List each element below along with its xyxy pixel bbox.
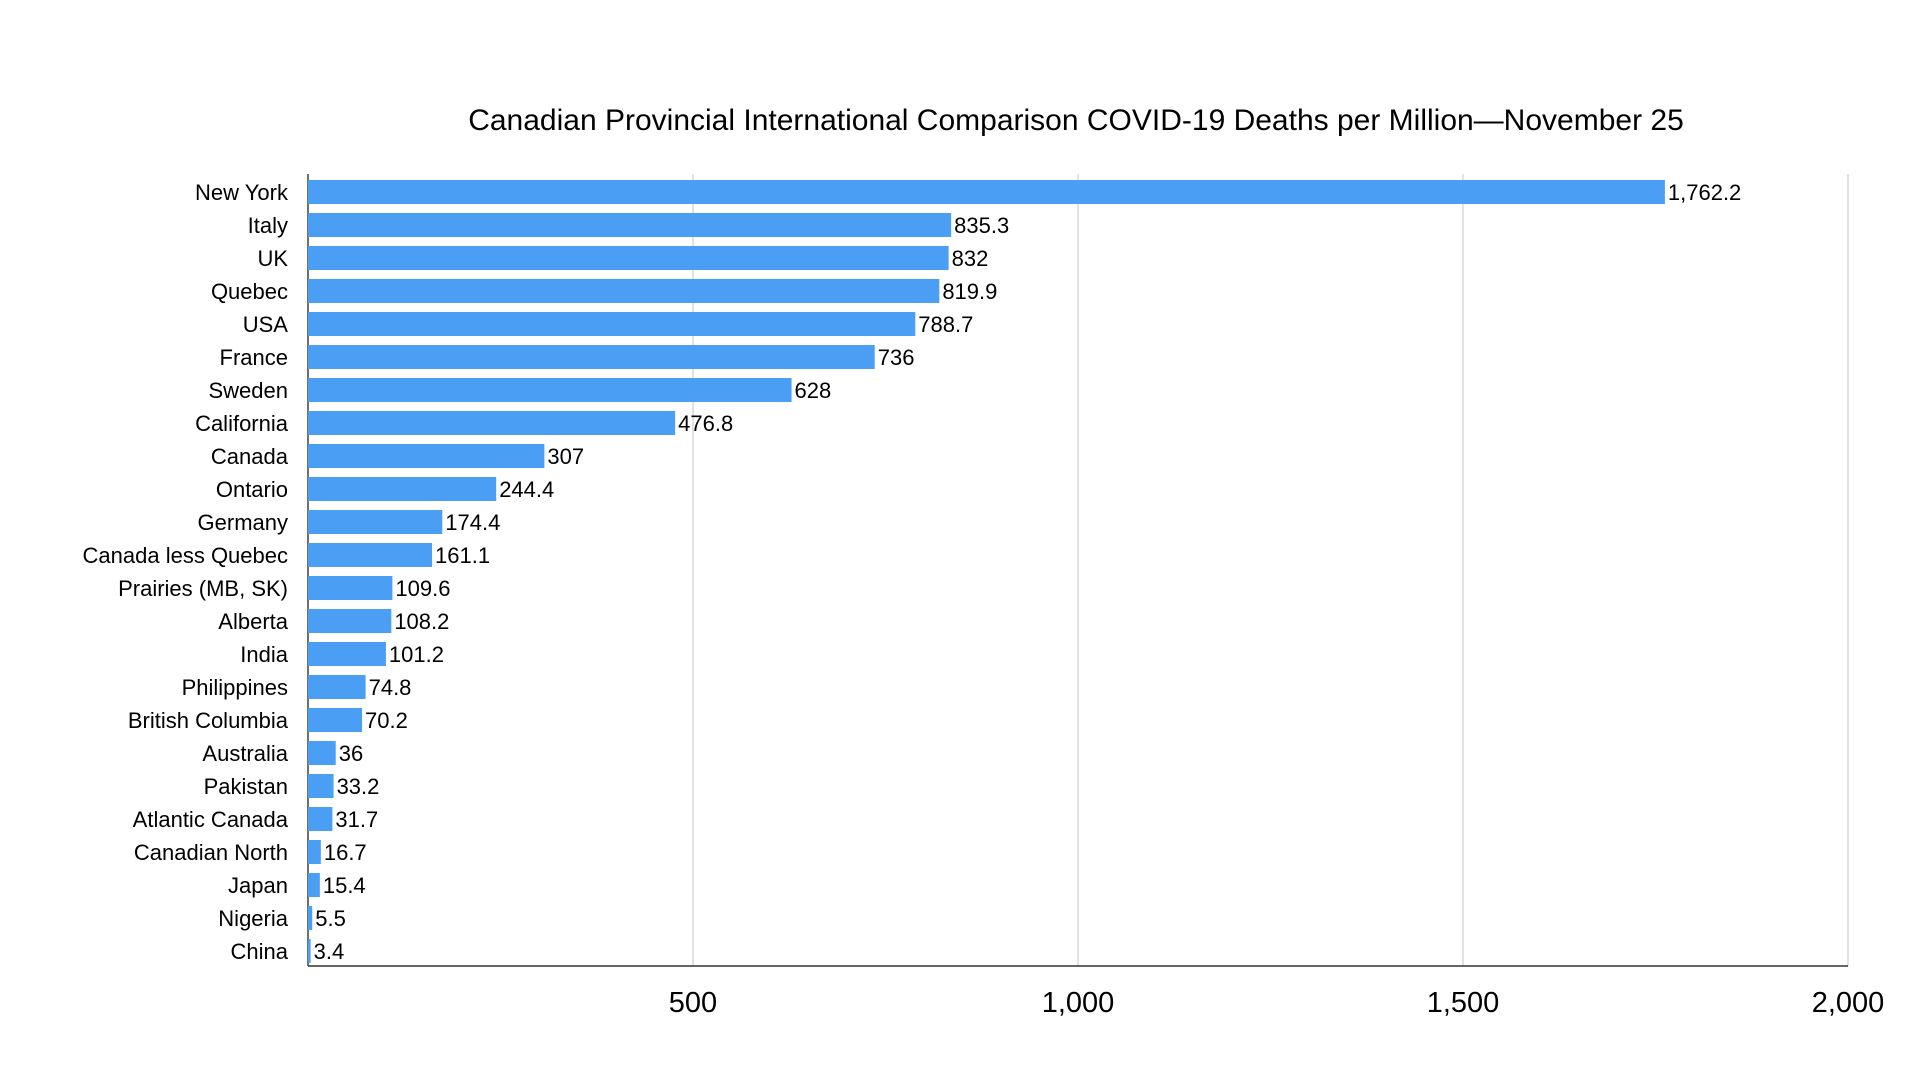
value-label: 476.8 (678, 411, 733, 436)
category-label: Ontario (216, 477, 288, 502)
value-label: 628 (795, 378, 832, 403)
category-label: Nigeria (218, 906, 288, 931)
value-label: 31.7 (335, 807, 378, 832)
bar (308, 543, 433, 567)
value-label: 15.4 (323, 873, 366, 898)
value-label: 835.3 (954, 213, 1009, 238)
value-label: 736 (878, 345, 915, 370)
x-tick-label: 1,000 (1042, 987, 1115, 1019)
category-label: Alberta (218, 609, 288, 634)
gridlines (307, 174, 1849, 967)
bar (308, 708, 363, 732)
x-tick-label: 1,500 (1427, 987, 1500, 1019)
bar (308, 873, 320, 897)
category-label: New York (195, 180, 289, 205)
bar (308, 510, 443, 534)
category-label: India (240, 642, 288, 667)
chart-title: Canadian Provincial International Compar… (468, 104, 1684, 137)
bar (308, 345, 875, 369)
x-tick-label: 2,000 (1812, 987, 1885, 1019)
value-label: 109.6 (395, 576, 450, 601)
bar (308, 840, 321, 864)
bars (308, 180, 1665, 963)
x-tick-label: 500 (669, 987, 717, 1019)
category-label: Japan (228, 873, 288, 898)
category-label: Quebec (211, 279, 288, 304)
category-label: Canada less Quebec (83, 543, 288, 568)
value-label: 108.2 (394, 609, 449, 634)
value-label: 101.2 (389, 642, 444, 667)
category-labels: New York Italy UK Quebec USA France Sweden Cali… (83, 180, 289, 964)
category-label: Canadian North (134, 840, 288, 865)
value-label: 1,762.2 (1668, 180, 1741, 205)
category-label: Atlantic Canada (133, 807, 289, 832)
bar (308, 807, 333, 831)
bar (308, 213, 952, 237)
bar (308, 642, 386, 666)
value-label: 74.8 (369, 675, 412, 700)
value-label: 244.4 (499, 477, 554, 502)
value-label: 5.5 (315, 906, 346, 931)
bar (308, 741, 336, 765)
category-label: British Columbia (128, 708, 289, 733)
category-label: France (220, 345, 288, 370)
bar (308, 312, 916, 336)
bar (308, 411, 676, 435)
value-label: 174.4 (445, 510, 500, 535)
value-label: 161.1 (435, 543, 490, 568)
bar (308, 906, 313, 930)
value-label: 70.2 (365, 708, 408, 733)
category-label: Australia (202, 741, 288, 766)
bar (308, 246, 949, 270)
x-tick-labels: 500 1,000 1,500 2,000 (669, 987, 1884, 1019)
bar (308, 675, 366, 699)
category-label: Sweden (208, 378, 288, 403)
value-label: 16.7 (324, 840, 367, 865)
category-label: Pakistan (204, 774, 288, 799)
value-label: 788.7 (918, 312, 973, 337)
bar (308, 279, 940, 303)
category-label: Germany (198, 510, 288, 535)
value-label: 33.2 (337, 774, 380, 799)
value-label: 832 (952, 246, 989, 271)
value-label: 307 (547, 444, 584, 469)
bar (308, 576, 393, 600)
bar (308, 477, 497, 501)
category-label: China (231, 939, 289, 964)
bar (308, 774, 334, 798)
bar (308, 378, 792, 402)
category-label: Prairies (MB, SK) (118, 576, 288, 601)
category-label: Canada (211, 444, 289, 469)
category-label: UK (257, 246, 288, 271)
value-label: 36 (339, 741, 363, 766)
bar (308, 939, 311, 963)
category-label: Philippines (182, 675, 288, 700)
bar (308, 444, 545, 468)
value-label: 3.4 (314, 939, 345, 964)
category-label: Italy (248, 213, 288, 238)
category-label: USA (243, 312, 289, 337)
category-label: California (195, 411, 289, 436)
bar (308, 609, 392, 633)
bar (308, 180, 1665, 204)
value-label: 819.9 (942, 279, 997, 304)
